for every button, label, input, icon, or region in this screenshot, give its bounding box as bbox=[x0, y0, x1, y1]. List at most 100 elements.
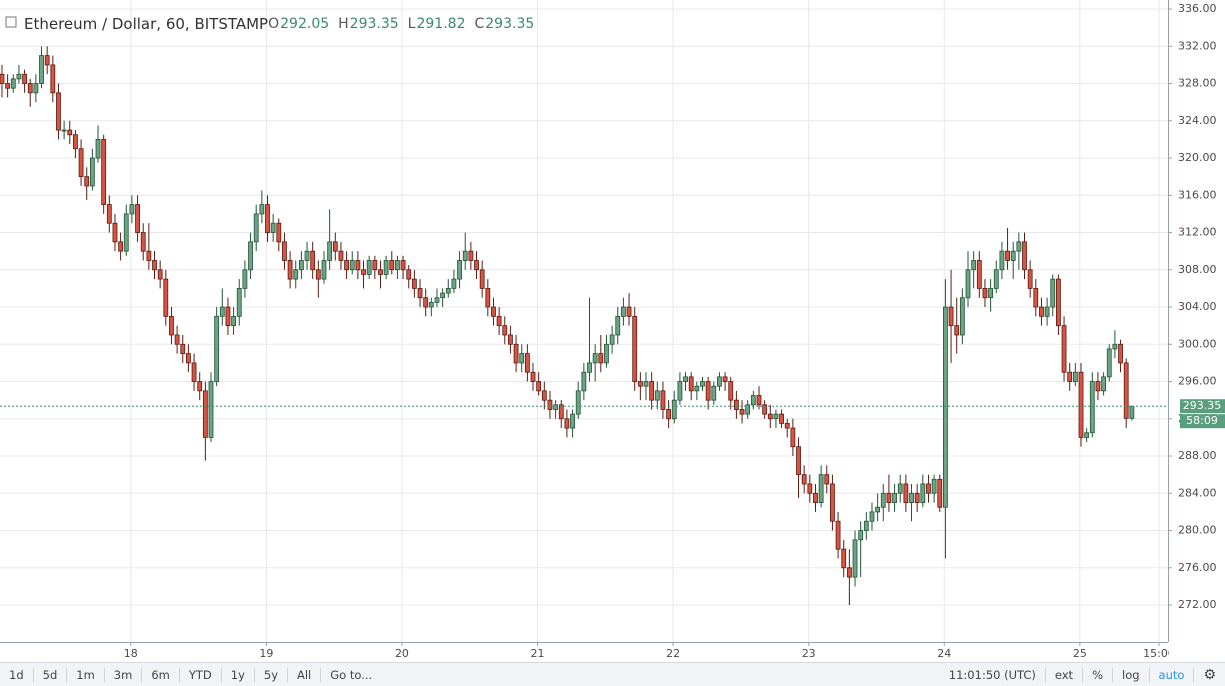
candle-body bbox=[468, 250, 474, 261]
y-tick-label: 276.00 bbox=[1178, 561, 1217, 574]
candle-body bbox=[897, 483, 903, 494]
candle-body bbox=[581, 371, 587, 392]
candle-body bbox=[1129, 405, 1135, 419]
plot-background bbox=[0, 0, 1168, 642]
candle-body bbox=[846, 567, 852, 578]
range-button[interactable]: YTD bbox=[188, 667, 212, 682]
candle-body bbox=[903, 483, 909, 503]
candle-body bbox=[615, 315, 621, 336]
separator bbox=[1112, 667, 1114, 682]
candle-body bbox=[954, 325, 960, 336]
candle-body bbox=[632, 315, 638, 382]
candle-body bbox=[355, 260, 361, 271]
candle-body bbox=[123, 213, 129, 252]
candle-body bbox=[118, 241, 124, 252]
price-axis bbox=[1168, 0, 1225, 662]
candle-body bbox=[265, 204, 270, 233]
candle-body bbox=[1101, 376, 1106, 392]
candle-body bbox=[694, 385, 700, 392]
candle-body bbox=[1067, 371, 1073, 382]
candle-body bbox=[779, 413, 784, 424]
candle-body bbox=[688, 376, 694, 392]
scale-option[interactable]: auto bbox=[1158, 667, 1185, 682]
settings-button[interactable]: ⚙ bbox=[1203, 666, 1216, 683]
y-tick-label: 336.00 bbox=[1178, 2, 1217, 15]
candle-body bbox=[830, 483, 835, 522]
y-tick-label: 284.00 bbox=[1178, 486, 1217, 499]
x-tick-label: 18 bbox=[124, 647, 138, 660]
candle-body bbox=[1039, 306, 1044, 317]
candle-body bbox=[790, 427, 796, 448]
candle-body bbox=[84, 176, 90, 187]
candle-body bbox=[1022, 241, 1027, 271]
scale-option[interactable]: log bbox=[1122, 667, 1140, 682]
range-button[interactable]: 1m bbox=[76, 667, 95, 682]
candle-body bbox=[892, 492, 897, 503]
candle-body bbox=[89, 157, 95, 187]
candle-body bbox=[39, 55, 44, 84]
y-tick-label: 296.00 bbox=[1178, 375, 1217, 388]
candle-body bbox=[524, 353, 530, 373]
last-price-tag bbox=[1180, 399, 1225, 414]
candle-body bbox=[186, 353, 191, 364]
range-button[interactable]: 6m bbox=[151, 667, 170, 682]
candle-body bbox=[722, 376, 728, 382]
candle-body bbox=[604, 343, 609, 364]
scale-option[interactable]: ext bbox=[1054, 667, 1074, 682]
candle-body bbox=[999, 250, 1005, 271]
candle-body bbox=[315, 269, 321, 280]
candle-body bbox=[886, 492, 892, 503]
candle-body bbox=[135, 204, 140, 233]
candle-body bbox=[61, 129, 67, 132]
candle-body bbox=[327, 241, 333, 261]
x-tick-label: 23 bbox=[802, 647, 816, 660]
candle-body bbox=[643, 381, 649, 387]
candle-body bbox=[508, 334, 513, 345]
candle-body bbox=[756, 395, 762, 406]
candle-body bbox=[146, 250, 152, 261]
candle-body bbox=[621, 306, 626, 317]
candle-body bbox=[909, 492, 914, 503]
candle-body bbox=[666, 409, 671, 420]
x-tick-label: 22 bbox=[666, 647, 680, 660]
countdown-label: 58:09 bbox=[1186, 414, 1218, 427]
range-button[interactable]: All bbox=[297, 667, 312, 682]
candle-body bbox=[16, 73, 22, 80]
candle-body bbox=[434, 297, 440, 303]
range-button[interactable]: 1y bbox=[230, 667, 245, 682]
candle-body bbox=[1050, 278, 1056, 308]
ohlc-prefix: C bbox=[474, 16, 484, 32]
candle-body bbox=[106, 204, 112, 224]
candle-body bbox=[174, 334, 180, 345]
candle-body bbox=[784, 423, 790, 429]
separator bbox=[1044, 667, 1046, 682]
candle-body bbox=[502, 325, 508, 336]
range-button[interactable]: 1d bbox=[9, 667, 24, 682]
candle-body bbox=[44, 55, 50, 66]
candle-body bbox=[971, 260, 977, 271]
separator bbox=[103, 667, 105, 682]
ohlc-prefix: O bbox=[268, 16, 279, 32]
range-button[interactable]: 5d bbox=[42, 667, 58, 682]
range-button[interactable]: 5y bbox=[263, 667, 278, 682]
range-button[interactable]: Go to... bbox=[330, 667, 373, 682]
range-button[interactable]: 3m bbox=[113, 667, 133, 682]
candle-body bbox=[993, 269, 999, 289]
candle-body bbox=[976, 260, 982, 289]
y-tick-label: 324.00 bbox=[1178, 114, 1217, 127]
x-tick-label: 19 bbox=[259, 647, 273, 660]
separator bbox=[253, 667, 255, 682]
candle-body bbox=[219, 306, 225, 317]
candle-body bbox=[626, 306, 632, 317]
toolbar: 1d 5d 1m 3m 6m YTD 1y 5y All Go to... 11:01:50 (UT… bbox=[0, 662, 1225, 686]
candle-body bbox=[383, 260, 389, 275]
candle-body bbox=[491, 306, 496, 317]
candle-body bbox=[926, 483, 931, 494]
candle-body bbox=[536, 381, 542, 392]
scale-option[interactable]: % bbox=[1092, 667, 1104, 682]
candle-body bbox=[248, 241, 253, 271]
candle-body bbox=[78, 148, 84, 178]
separator bbox=[178, 667, 180, 682]
candle-body bbox=[451, 278, 457, 289]
